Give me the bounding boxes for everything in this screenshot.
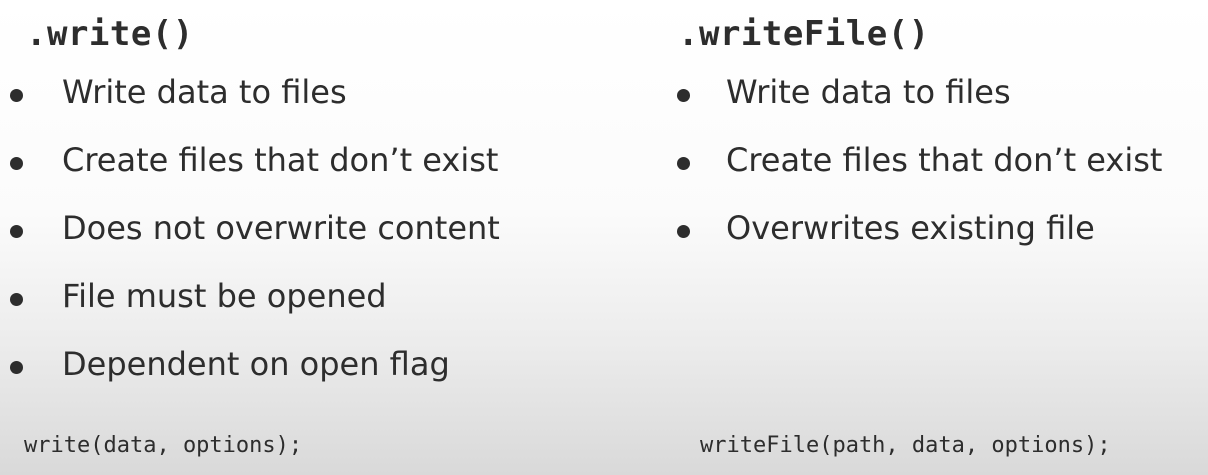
write-bullet-text: Write data to files	[62, 73, 347, 111]
writefile-signature: writeFile(path, data, options);	[700, 433, 1111, 458]
bullet-dot-icon	[677, 157, 690, 170]
write-bullet-text: Does not overwrite content	[62, 209, 500, 247]
bullet-dot-icon	[10, 293, 23, 306]
bullet-dot-icon	[677, 89, 690, 102]
write-bullet-text: Dependent on open flag	[62, 345, 450, 383]
bullet-dot-icon	[10, 89, 23, 102]
writefile-bullet-text: Write data to files	[726, 73, 1011, 111]
writefile-bullet-text: Overwrites existing file	[726, 209, 1095, 247]
writefile-column: .writeFile() Write data to files Create …	[662, 0, 1208, 475]
bullet-dot-icon	[677, 225, 690, 238]
bullet-dot-icon	[10, 361, 23, 374]
writefile-bullet-text: Create files that don’t exist	[726, 141, 1163, 179]
bullet-dot-icon	[10, 225, 23, 238]
write-column: .write() Write data to files Create file…	[0, 0, 600, 475]
write-heading: .write()	[26, 14, 194, 54]
write-signature: write(data, options);	[24, 433, 303, 458]
write-bullet-text: File must be opened	[62, 277, 387, 315]
write-bullet-text: Create files that don’t exist	[62, 141, 499, 179]
writefile-heading: .writeFile()	[678, 14, 930, 54]
bullet-dot-icon	[10, 157, 23, 170]
